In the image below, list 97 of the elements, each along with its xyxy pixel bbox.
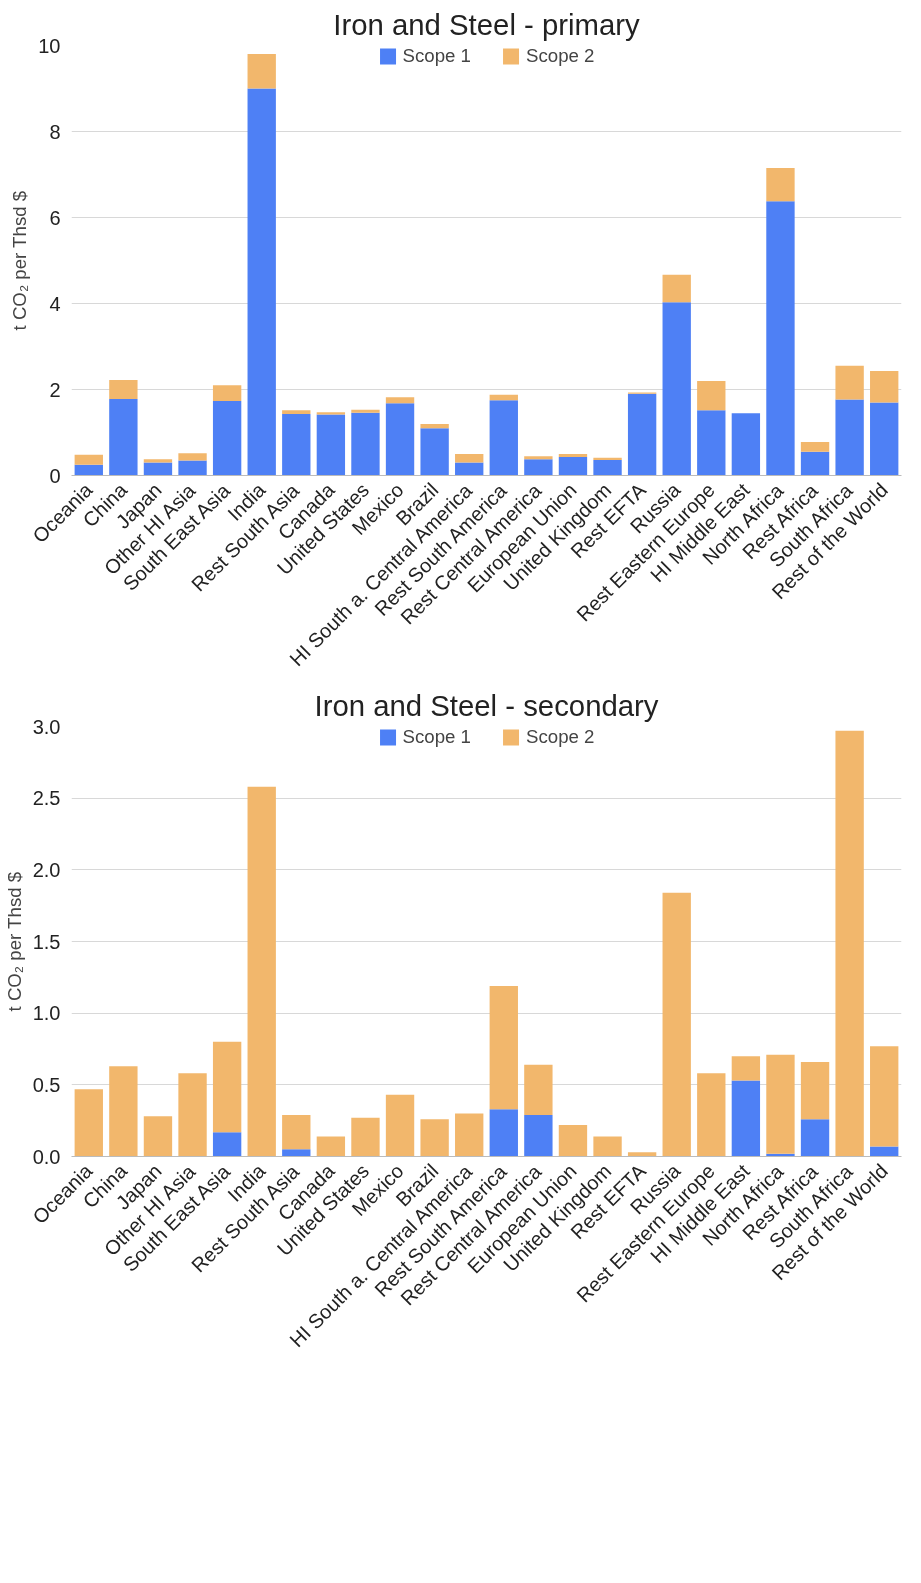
bar xyxy=(524,456,553,460)
bar xyxy=(109,398,138,476)
bar xyxy=(420,1119,449,1157)
bar xyxy=(282,414,311,476)
chart-title: Iron and Steel - primary xyxy=(333,7,641,41)
bar xyxy=(143,462,173,476)
y-tick-label: 6 xyxy=(49,206,61,229)
bar xyxy=(489,1109,518,1157)
bar xyxy=(558,457,588,476)
bar xyxy=(835,399,864,476)
bar xyxy=(109,380,138,399)
bar xyxy=(178,453,207,461)
y-tick-label: 10 xyxy=(38,34,61,57)
chart-title: Iron and Steel - secondary xyxy=(314,688,659,722)
bar xyxy=(870,402,899,476)
bar xyxy=(627,393,657,476)
bar xyxy=(455,1113,484,1157)
bar xyxy=(870,1146,899,1157)
bar xyxy=(316,1136,346,1157)
bar xyxy=(524,1114,553,1157)
bar xyxy=(524,459,553,476)
legend-label: Scope 2 xyxy=(526,45,595,67)
legend-label: Scope 1 xyxy=(402,45,471,67)
bar xyxy=(800,441,830,452)
y-tick-label: 8 xyxy=(49,120,61,143)
bar xyxy=(455,462,484,476)
bar xyxy=(870,371,899,403)
bar xyxy=(731,1056,761,1081)
bar xyxy=(697,1073,726,1157)
bar xyxy=(489,400,518,476)
bar xyxy=(74,454,103,465)
legend-label: Scope 1 xyxy=(402,726,471,748)
bar xyxy=(178,1073,207,1157)
bar xyxy=(524,1064,553,1115)
bar xyxy=(247,54,276,89)
bar xyxy=(731,1080,761,1157)
bar xyxy=(800,451,830,476)
y-tick-label: 4 xyxy=(49,292,61,315)
bar xyxy=(212,401,242,476)
bar xyxy=(316,414,346,476)
y-tick-label: 0.0 xyxy=(32,1145,61,1168)
bar xyxy=(212,1041,242,1133)
bar xyxy=(489,985,518,1110)
bar xyxy=(766,1054,795,1154)
bar xyxy=(282,1149,311,1157)
bar xyxy=(351,1117,380,1157)
y-axis-title: t CO₂ per Thsd $ xyxy=(9,190,31,331)
y-tick-label: 0.5 xyxy=(32,1073,61,1096)
bar xyxy=(420,423,449,429)
bar xyxy=(662,302,691,476)
bar xyxy=(455,454,484,463)
bar xyxy=(109,1066,138,1157)
bar xyxy=(731,413,761,476)
bar xyxy=(316,412,346,415)
bar xyxy=(800,1119,830,1157)
bar xyxy=(766,201,795,476)
bar xyxy=(212,385,242,402)
bar xyxy=(420,428,449,476)
bar xyxy=(627,1152,657,1157)
bar xyxy=(74,464,103,476)
bar xyxy=(247,88,276,476)
bar xyxy=(178,460,207,476)
bar xyxy=(766,168,795,202)
bar xyxy=(593,460,622,476)
y-tick-label: 1.5 xyxy=(32,930,61,953)
bar xyxy=(282,1114,311,1150)
bar xyxy=(212,1132,242,1157)
bar xyxy=(662,892,691,1157)
bar xyxy=(870,1046,899,1147)
bar xyxy=(558,1124,588,1157)
y-tick-label: 2.0 xyxy=(32,858,61,881)
legend-label: Scope 2 xyxy=(526,726,595,748)
bar xyxy=(385,397,415,404)
y-axis-title: t CO₂ per Thsd $ xyxy=(3,871,25,1012)
bar xyxy=(74,1089,103,1157)
bar xyxy=(835,365,864,400)
bar xyxy=(247,786,276,1157)
y-tick-label: 1.0 xyxy=(32,1002,61,1025)
bar xyxy=(385,1094,415,1157)
bar xyxy=(143,1116,173,1157)
bar xyxy=(351,412,380,476)
bar xyxy=(800,1061,830,1120)
y-tick-label: 0 xyxy=(49,464,61,487)
y-tick-label: 2 xyxy=(49,378,61,401)
bar xyxy=(697,380,726,411)
bar xyxy=(593,1136,622,1157)
bar xyxy=(835,730,864,1157)
bar xyxy=(697,410,726,476)
bar xyxy=(385,403,415,476)
bar xyxy=(351,409,380,413)
y-tick-label: 3.0 xyxy=(32,715,61,738)
y-tick-label: 2.5 xyxy=(32,787,61,810)
bar xyxy=(143,459,173,463)
bar xyxy=(282,410,311,415)
bar xyxy=(558,454,588,458)
bar xyxy=(662,274,691,303)
bar xyxy=(593,457,622,461)
